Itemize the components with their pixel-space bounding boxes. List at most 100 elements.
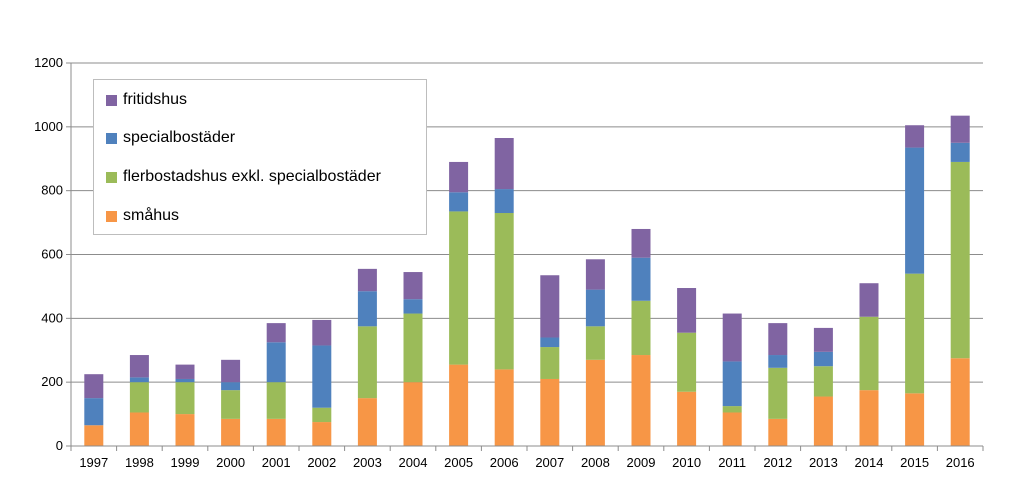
bar-segment [905,273,925,394]
bar-segment [540,347,560,379]
bar-segment [859,316,879,391]
bar-segment [722,412,742,446]
bar-segment [722,406,742,413]
bar-segment [768,367,788,419]
y-tick-label: 800 [41,183,63,198]
bar-segment [312,345,332,408]
x-tick-label: 2014 [855,455,884,470]
bar-segment [403,382,423,446]
legend-swatch-specialbostader [106,132,117,144]
bar-segment [677,288,697,333]
y-tick-label: 0 [56,438,63,453]
legend: fritidshus specialbostäder flerbostadshu… [93,79,427,235]
bar-segment [312,422,332,446]
x-tick-label: 2015 [900,455,929,470]
bar-segment [585,326,605,360]
bar-segment [905,393,925,446]
bar-segment [540,337,560,348]
y-tick-label: 400 [41,310,63,325]
legend-label-fritidshus: fritidshus [123,91,188,108]
bar-segment [905,147,925,274]
axes [66,62,984,451]
bar-segment [266,382,286,419]
x-tick-label: 1997 [79,455,108,470]
x-tick-label: 2010 [672,455,701,470]
legend-label-specialbostader: specialbostäder [123,129,236,146]
bar-segment [403,299,423,314]
bar-segment [84,425,104,446]
bar-segment [129,377,149,383]
x-tick-label: 2005 [444,455,473,470]
bar-segment [84,398,104,426]
x-tick-label: 2003 [353,455,382,470]
legend-item-flerbostadshus: flerbostadshus exkl. specialbostäder [106,167,381,187]
bar-segment [768,323,788,356]
legend-swatch-smahus [106,210,117,222]
bar-segment [84,374,104,399]
bar-segment [449,161,469,193]
bar-segment [950,161,970,359]
bar-segment [813,351,833,367]
bar-segment [631,300,651,356]
x-tick-label: 2011 [718,455,746,470]
bar-segment [266,323,286,343]
bar-segment [677,332,697,392]
bar-segment [631,355,651,446]
x-tick-label: 2012 [763,455,792,470]
x-tick-label: 2007 [535,455,564,470]
bar-segment [813,396,833,446]
bar-segment [494,138,514,190]
y-tick-label: 200 [41,374,63,389]
bar-segment [768,355,788,368]
bar-segment [813,366,833,397]
bar-segment [403,313,423,383]
x-axis-ticks: 1997 1998 1999 2000 2001 2002 2003 2004 2005 2006… [79,455,974,470]
bar-segment [950,142,970,162]
bar-segment [449,211,469,365]
bar-segment [357,398,377,446]
bar-segment [175,414,195,446]
legend-item-smahus: småhus [106,206,179,226]
bar-segment [859,390,879,446]
legend-label-smahus: småhus [123,207,180,224]
bar-segment [722,361,742,407]
bar-segment [175,364,195,379]
bar-segment [221,382,241,391]
bar-segment [221,418,241,446]
bar-segment [175,378,195,383]
y-tick-label: 600 [41,247,63,262]
bar-segment [950,358,970,446]
bar-segment [768,418,788,446]
bar-segment [129,412,149,446]
y-tick-label: 1200 [34,55,63,70]
bar-segment [494,189,514,214]
bars [84,115,970,446]
x-tick-label: 2000 [216,455,245,470]
x-tick-label: 1999 [171,455,200,470]
bar-segment [449,192,469,212]
legend-swatch-flerbostadshus [106,171,117,183]
bar-segment [905,125,925,148]
bar-segment [449,364,469,446]
bar-segment [722,313,742,362]
bar-segment [357,268,377,292]
x-tick-label: 2009 [627,455,656,470]
y-axis-ticks: 0 200 400 600 800 1000 1200 [34,55,63,453]
legend-label-flerbostadshus: flerbostadshus exkl. specialbostäder [123,168,381,185]
bar-segment [540,275,560,338]
x-tick-label: 2006 [490,455,519,470]
y-tick-label: 1000 [34,119,63,134]
bar-segment [129,382,149,413]
bar-segment [221,390,241,419]
bar-segment [813,327,833,352]
legend-item-specialbostader: specialbostäder [106,128,235,148]
bar-segment [677,391,697,446]
x-tick-label: 1998 [125,455,154,470]
bar-segment [585,359,605,446]
legend-swatch-fritidshus [106,94,117,106]
x-tick-label: 2004 [399,455,428,470]
bar-segment [585,259,605,290]
bar-segment [950,115,970,143]
bar-segment [403,272,423,300]
